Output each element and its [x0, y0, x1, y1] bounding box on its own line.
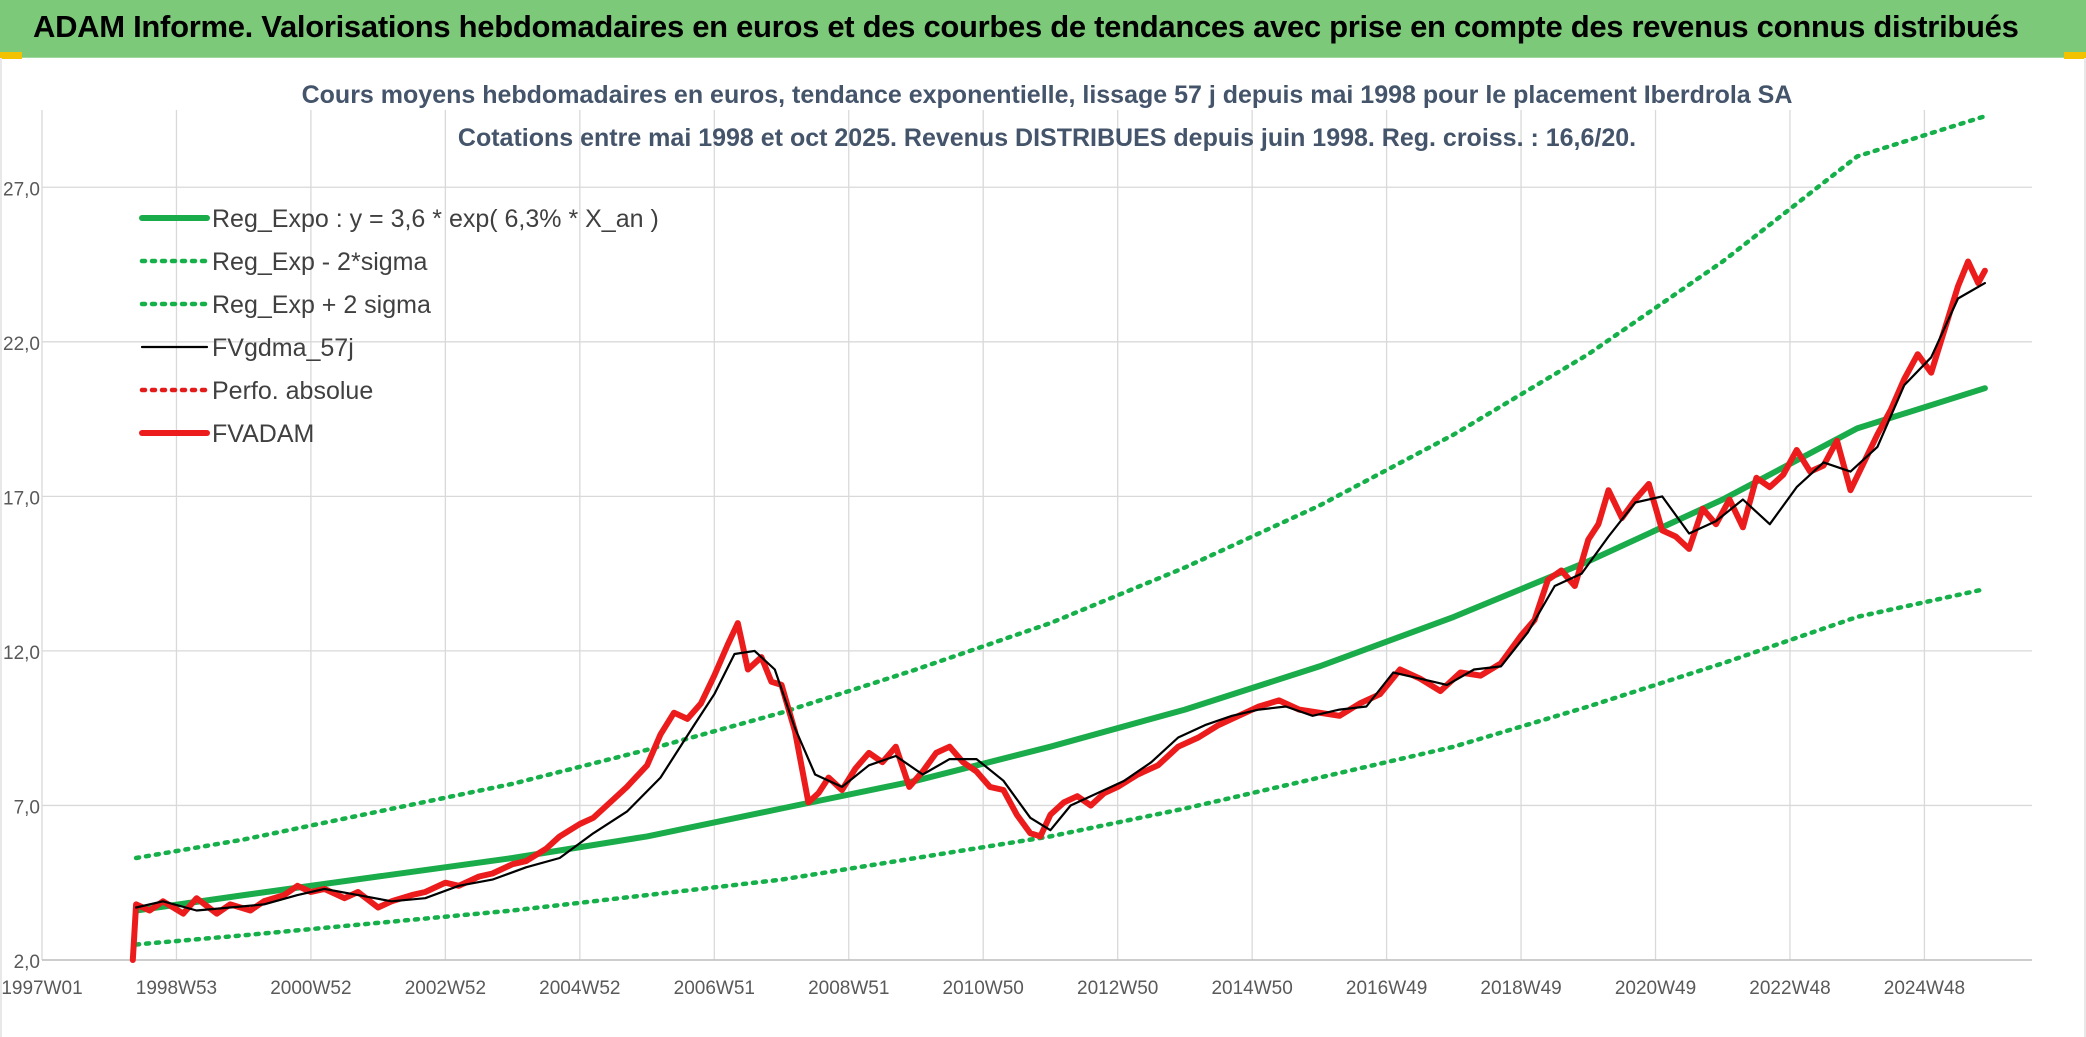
x-tick-label: 2002W52: [405, 978, 486, 999]
legend-label: FVgdma_57j: [212, 334, 354, 362]
series-layer: [129, 113, 1988, 963]
y-tick-label: 22,0: [3, 334, 40, 355]
x-tick-label: 2004W52: [539, 978, 620, 999]
chart-svg: 2,0 7,0 12,0 17,0 22,0 27,0 1997W01 1998W53 2000…: [2, 81, 2032, 999]
report-title: ADAM Informe. Valorisations hebdomadaire…: [33, 9, 2019, 44]
series-line-2: [133, 113, 1988, 861]
legend-label: Reg_Expo : y = 3,6 * exp( 6,3% * X_an ): [212, 205, 659, 233]
x-tick-label: 2020W49: [1615, 978, 1696, 999]
x-tick-label: 2010W50: [943, 978, 1024, 999]
legend-label: FVADAM: [212, 420, 314, 448]
x-tick-label: 2014W50: [1211, 978, 1292, 999]
legend: Reg_Expo : y = 3,6 * exp( 6,3% * X_an ) R…: [139, 205, 659, 448]
x-tick-label: 2008W51: [808, 978, 889, 999]
y-tick-label: 2,0: [14, 952, 40, 973]
x-tick-label: 2022W48: [1749, 978, 1830, 999]
x-tick-label: 2024W48: [1884, 978, 1965, 999]
axis-layer: 2,0 7,0 12,0 17,0 22,0 27,0 1997W01 1998W53 2000…: [2, 179, 2032, 999]
x-tick-label: 2000W52: [270, 978, 351, 999]
x-tick-label: 2006W51: [674, 978, 755, 999]
y-tick-label: 7,0: [14, 797, 40, 818]
x-tick-label: 1998W53: [136, 978, 217, 999]
legend-label: Reg_Exp - 2*sigma: [212, 248, 427, 276]
y-tick-label: 27,0: [3, 179, 40, 200]
report-banner: ADAM Informe. Valorisations hebdomadaire…: [0, 0, 2086, 58]
series-line-5: [129, 258, 1988, 963]
legend-label: Reg_Exp + 2 sigma: [212, 291, 431, 319]
series-line-3: [135, 282, 1986, 912]
series-line-0: [133, 385, 1988, 914]
x-tick-label: 2016W49: [1346, 978, 1427, 999]
chart-subtitle: Cotations entre mai 1998 et oct 2025. Re…: [458, 124, 1636, 152]
chart-frame: 2,0 7,0 12,0 17,0 22,0 27,0 1997W01 1998W53 2000…: [0, 58, 2086, 1037]
grid-layer: [41, 110, 2032, 961]
legend-label: Perfo. absolue: [212, 377, 373, 405]
y-tick-label: 17,0: [3, 488, 40, 509]
y-tick-label: 12,0: [3, 643, 40, 664]
series-line-1: [133, 586, 1988, 947]
x-tick-label: 1997W01: [2, 978, 83, 999]
corner-accent-left: [0, 52, 22, 59]
corner-accent-right: [2064, 52, 2086, 59]
x-tick-label: 2018W49: [1480, 978, 1561, 999]
x-tick-label: 2012W50: [1077, 978, 1158, 999]
chart-title: Cours moyens hebdomadaires en euros, ten…: [302, 81, 1793, 109]
